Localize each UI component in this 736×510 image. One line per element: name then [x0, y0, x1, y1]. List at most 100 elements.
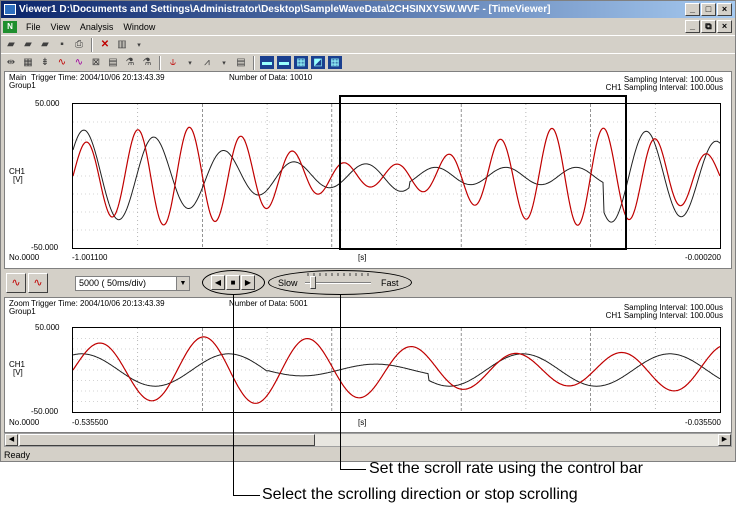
- direction-highlight-oval: [202, 270, 265, 295]
- zoom-unit-label: [V]: [13, 368, 23, 377]
- document-icon[interactable]: N: [3, 20, 17, 33]
- main-no-label: No.0000: [9, 253, 40, 262]
- view-2-icon[interactable]: ▬: [277, 56, 291, 69]
- open-folder-icon[interactable]: ▰: [7, 39, 15, 50]
- toolbar-separator: [159, 55, 161, 70]
- status-text: Ready: [4, 450, 31, 460]
- zoom-plot-area[interactable]: [72, 327, 721, 413]
- view-3-icon[interactable]: ▦: [294, 56, 308, 69]
- main-number-of-data: Number of Data: 10010: [229, 73, 313, 82]
- mdi-close-button[interactable]: ×: [717, 20, 732, 33]
- mdi-restore-button[interactable]: ⧉: [701, 20, 716, 33]
- wave-trace-red: [73, 336, 720, 404]
- toolbar-view: ⇹ ▦ ⇟ ∿ ∿ ⊠ ▤ ⚗ ⚗ ⫝ ▾ ⩘ ▾ ▤ ▬ ▬ ▦ ◩ ▦: [1, 53, 735, 71]
- menu-view[interactable]: View: [50, 21, 70, 32]
- menu-window[interactable]: Window: [123, 21, 156, 32]
- main-plot-area[interactable]: [72, 103, 721, 249]
- zoom-group-label: Group1: [9, 307, 36, 316]
- main-ch1-sampling-interval: CH1 Sampling Interval: 100.00us: [605, 83, 723, 92]
- main-unit-label: [V]: [13, 175, 23, 184]
- zoom-y-max: 50.000: [35, 323, 60, 332]
- main-wave-svg: [73, 104, 720, 248]
- app-icon: [4, 4, 16, 15]
- analysis-dropdown-icon[interactable]: ▾: [222, 59, 226, 67]
- scroll-rate-annotation: Set the scroll rate using the control ba…: [369, 460, 643, 477]
- minimize-button[interactable]: _: [685, 3, 700, 16]
- main-y-max: 50.000: [35, 99, 60, 108]
- main-trigger-label: Main: [9, 73, 27, 82]
- scroll-right-arrow-icon[interactable]: ▶: [718, 434, 731, 446]
- zoom-trigger-time: Trigger Time: 2004/10/06 20:13:43.39: [31, 299, 165, 308]
- viewer-window: Viewer1 D:\Documents and Settings\Admini…: [0, 0, 736, 462]
- scroll-direction-annotation: Select the scrolling direction or stop s…: [262, 486, 578, 503]
- main-x-end: -0.000200: [684, 253, 721, 262]
- open-recent-icon[interactable]: ▰: [24, 39, 32, 50]
- main-wave-pane: Main Trigger Time: 2004/10/06 20:13:43.3…: [4, 71, 732, 269]
- view-4-icon[interactable]: ◩: [311, 56, 325, 69]
- measure2-icon[interactable]: ⚗: [142, 57, 152, 68]
- window-title: Viewer1 D:\Documents and Settings\Admini…: [19, 4, 551, 15]
- zoom-box[interactable]: [339, 95, 627, 250]
- table-icon[interactable]: ▤: [236, 57, 246, 68]
- direction-leader-line: [233, 495, 260, 496]
- wave-fit-icon[interactable]: ∿: [6, 273, 26, 293]
- print-icon[interactable]: ⎙: [75, 39, 83, 50]
- wave-expand-icon[interactable]: ∿: [28, 273, 48, 293]
- rate-leader-line: [340, 294, 341, 470]
- wave-red-icon[interactable]: ∿: [57, 57, 67, 68]
- menu-bar: N File View Analysis Window _ ⧉ ×: [1, 18, 735, 35]
- div-select[interactable]: 5000 ( 50ms/div) ▼: [75, 276, 190, 291]
- wave-trace-dark: [73, 129, 720, 223]
- xy-dropdown-icon[interactable]: ▾: [188, 59, 192, 67]
- main-channel-label: CH1: [9, 167, 26, 176]
- zoom-ch1-sampling-interval: CH1 Sampling Interval: 100.00us: [605, 311, 723, 320]
- open-file-icon[interactable]: ▰: [41, 39, 49, 50]
- wave-purple-icon[interactable]: ∿: [74, 57, 84, 68]
- scroll-control-bar: ∿ ∿ 5000 ( 50ms/div) ▼ ◀ ■ ▶ Slow Fast: [4, 269, 732, 297]
- cursor-icon[interactable]: ⇹: [6, 57, 16, 68]
- menu-analysis[interactable]: Analysis: [79, 21, 114, 32]
- zoom-wave-svg: [73, 328, 720, 412]
- maximize-button[interactable]: □: [701, 3, 716, 16]
- horizontal-scrollbar[interactable]: ◀ ▶: [4, 433, 732, 447]
- zoom-channel-label: CH1: [9, 360, 26, 369]
- save-icon[interactable]: ▪: [60, 39, 64, 50]
- chevron-down-icon[interactable]: ▼: [176, 277, 189, 290]
- wave-trace-red: [73, 126, 720, 226]
- view-1-icon[interactable]: ▬: [260, 56, 274, 69]
- toolbar-separator: [253, 55, 255, 70]
- zoom-wave-pane: Zoom Trigger Time: 2004/10/06 20:13:43.3…: [4, 297, 732, 433]
- analysis-icon[interactable]: ⩘: [204, 57, 210, 68]
- channel-icon[interactable]: ▦: [23, 57, 33, 68]
- main-y-min: -50.000: [31, 243, 59, 252]
- main-x-start: -1.001100: [72, 253, 108, 262]
- zoom-trigger-label: Zoom: [9, 299, 30, 308]
- title-bar: Viewer1 D:\Documents and Settings\Admini…: [1, 1, 735, 18]
- menu-file[interactable]: File: [26, 21, 41, 32]
- measure-icon[interactable]: ⚗: [125, 57, 135, 68]
- zoom-x-end: -0.035500: [684, 418, 721, 427]
- marker-icon[interactable]: ⇟: [40, 57, 50, 68]
- layout-icon[interactable]: ▥: [117, 39, 127, 50]
- mdi-minimize-button[interactable]: _: [685, 20, 700, 33]
- status-bar: Ready: [1, 448, 735, 462]
- close-button[interactable]: ×: [717, 3, 732, 16]
- toolbar-separator: [91, 37, 93, 52]
- scrollbar-thumb[interactable]: [19, 434, 315, 446]
- zoom-y-min: -50.000: [31, 407, 59, 416]
- toolbar-file: ▰ ▰ ▰ ▪ ⎙ ✕ ▥ ▾: [1, 35, 735, 53]
- view-5-icon[interactable]: ▦: [328, 56, 342, 69]
- main-sampling-interval: Sampling Interval: 100.00us: [623, 75, 723, 84]
- clipboard-icon[interactable]: ▤: [108, 57, 118, 68]
- delete-icon[interactable]: ✕: [100, 39, 110, 50]
- layout-dropdown-icon[interactable]: ▾: [137, 41, 141, 49]
- zoom-wave-icon[interactable]: ⊠: [91, 57, 101, 68]
- wave-trace-dark: [73, 353, 720, 387]
- div-select-value: 5000 ( 50ms/div): [79, 278, 147, 288]
- direction-leader-line: [233, 294, 234, 496]
- zoom-number-of-data: Number of Data: 5001: [229, 299, 308, 308]
- zoom-sampling-interval: Sampling Interval: 100.00us: [623, 303, 723, 312]
- xy-icon[interactable]: ⫝: [170, 57, 176, 68]
- scroll-left-arrow-icon[interactable]: ◀: [5, 434, 18, 446]
- zoom-x-start: -0.535500: [72, 418, 109, 427]
